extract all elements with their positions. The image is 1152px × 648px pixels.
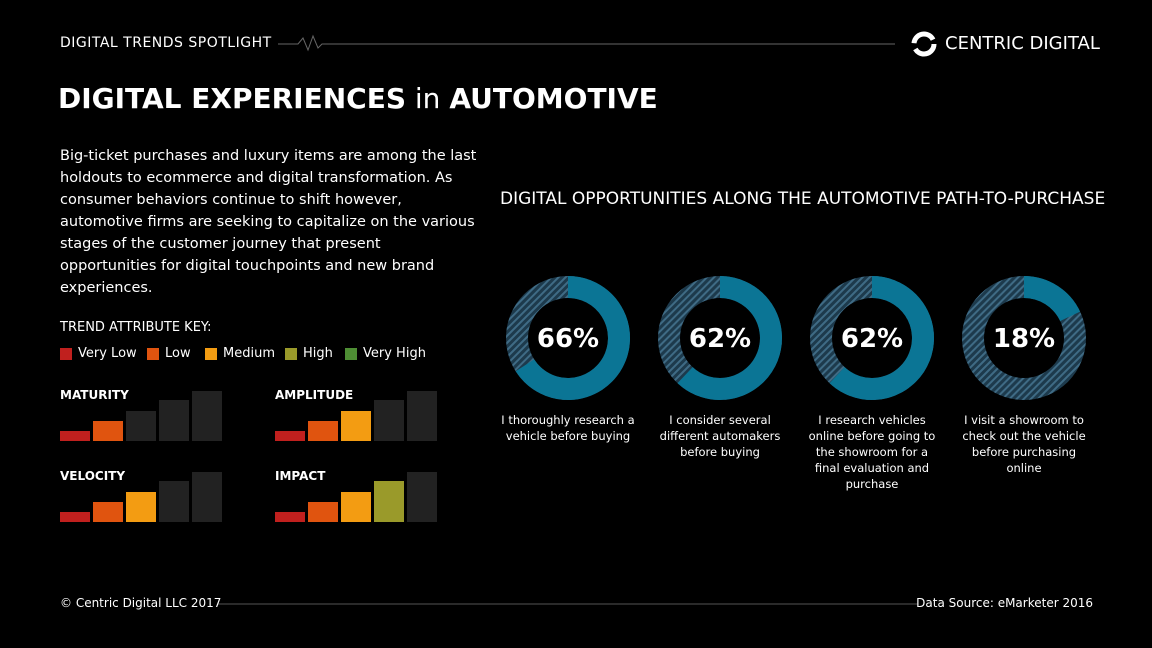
- key-title: TREND ATTRIBUTE KEY:: [60, 320, 212, 335]
- intro: Big-ticket purchases and luxury items ar…: [60, 148, 477, 296]
- header-rule: [278, 34, 895, 52]
- level-bar: [275, 431, 305, 441]
- donut-caption: I visit a showroom to check out the vehi…: [962, 413, 1086, 475]
- donut-label: 62%: [841, 324, 903, 354]
- level-bar: [374, 481, 404, 522]
- legend-swatch: [285, 348, 297, 360]
- level-bar: [126, 492, 156, 522]
- legend-label: Low: [165, 346, 191, 361]
- level-bar: [308, 421, 338, 441]
- donut-label: 62%: [689, 324, 751, 354]
- brand: CENTRIC DIGITAL: [945, 33, 1100, 54]
- logo: [911, 31, 937, 57]
- attribute-name: MATURITY: [60, 388, 129, 402]
- legend-swatch: [205, 348, 217, 360]
- level-bar: [93, 421, 123, 441]
- empty-bar: [159, 481, 189, 522]
- empty-bar: [126, 411, 156, 441]
- title-part: AUTOMOTIVE: [449, 82, 658, 115]
- level-bar: [60, 512, 90, 522]
- level-bar: [93, 502, 123, 522]
- level-bar: [275, 512, 305, 522]
- copyright: © Centric Digital LLC 2017: [60, 596, 222, 610]
- donut-caption: I thoroughly research a vehicle before b…: [501, 413, 635, 443]
- title-part: DIGITAL EXPERIENCES: [58, 82, 406, 115]
- attribute-name: IMPACT: [275, 469, 326, 483]
- title-part: in: [414, 82, 441, 115]
- empty-bar: [192, 472, 222, 522]
- level-bar: [341, 492, 371, 522]
- donut-label: 18%: [993, 324, 1055, 354]
- legend-swatch: [60, 348, 72, 360]
- legend-swatch: [345, 348, 357, 360]
- donut-arc: [515, 276, 630, 400]
- legend-label: Very High: [363, 346, 426, 361]
- source: Data Source: eMarketer 2016: [916, 596, 1093, 610]
- legend-label: Very Low: [78, 346, 137, 361]
- empty-bar: [192, 391, 222, 441]
- legend-swatch: [147, 348, 159, 360]
- legend-label: Medium: [223, 346, 275, 361]
- empty-bar: [159, 400, 189, 441]
- empty-bar: [407, 472, 437, 522]
- legend-label: High: [303, 346, 333, 361]
- empty-bar: [374, 400, 404, 441]
- header-label: DIGITAL TRENDS SPOTLIGHT: [60, 35, 272, 51]
- donut-caption: I consider several different automakers …: [659, 413, 781, 459]
- level-bar: [60, 431, 90, 441]
- donut-arc: [677, 276, 782, 400]
- level-bar: [341, 411, 371, 441]
- empty-bar: [407, 391, 437, 441]
- level-bar: [308, 502, 338, 522]
- attribute-name: AMPLITUDE: [275, 388, 354, 402]
- attribute-name: VELOCITY: [60, 469, 126, 483]
- donut-label: 66%: [537, 324, 599, 354]
- section-title: DIGITAL OPPORTUNITIES ALONG THE AUTOMOTI…: [500, 189, 1106, 209]
- title: DIGITAL EXPERIENCES in AUTOMOTIVE: [58, 82, 658, 115]
- donut-caption: I research vehicles online before going …: [808, 413, 936, 491]
- donut-arc: [1023, 276, 1081, 322]
- donut-arc: [829, 276, 934, 400]
